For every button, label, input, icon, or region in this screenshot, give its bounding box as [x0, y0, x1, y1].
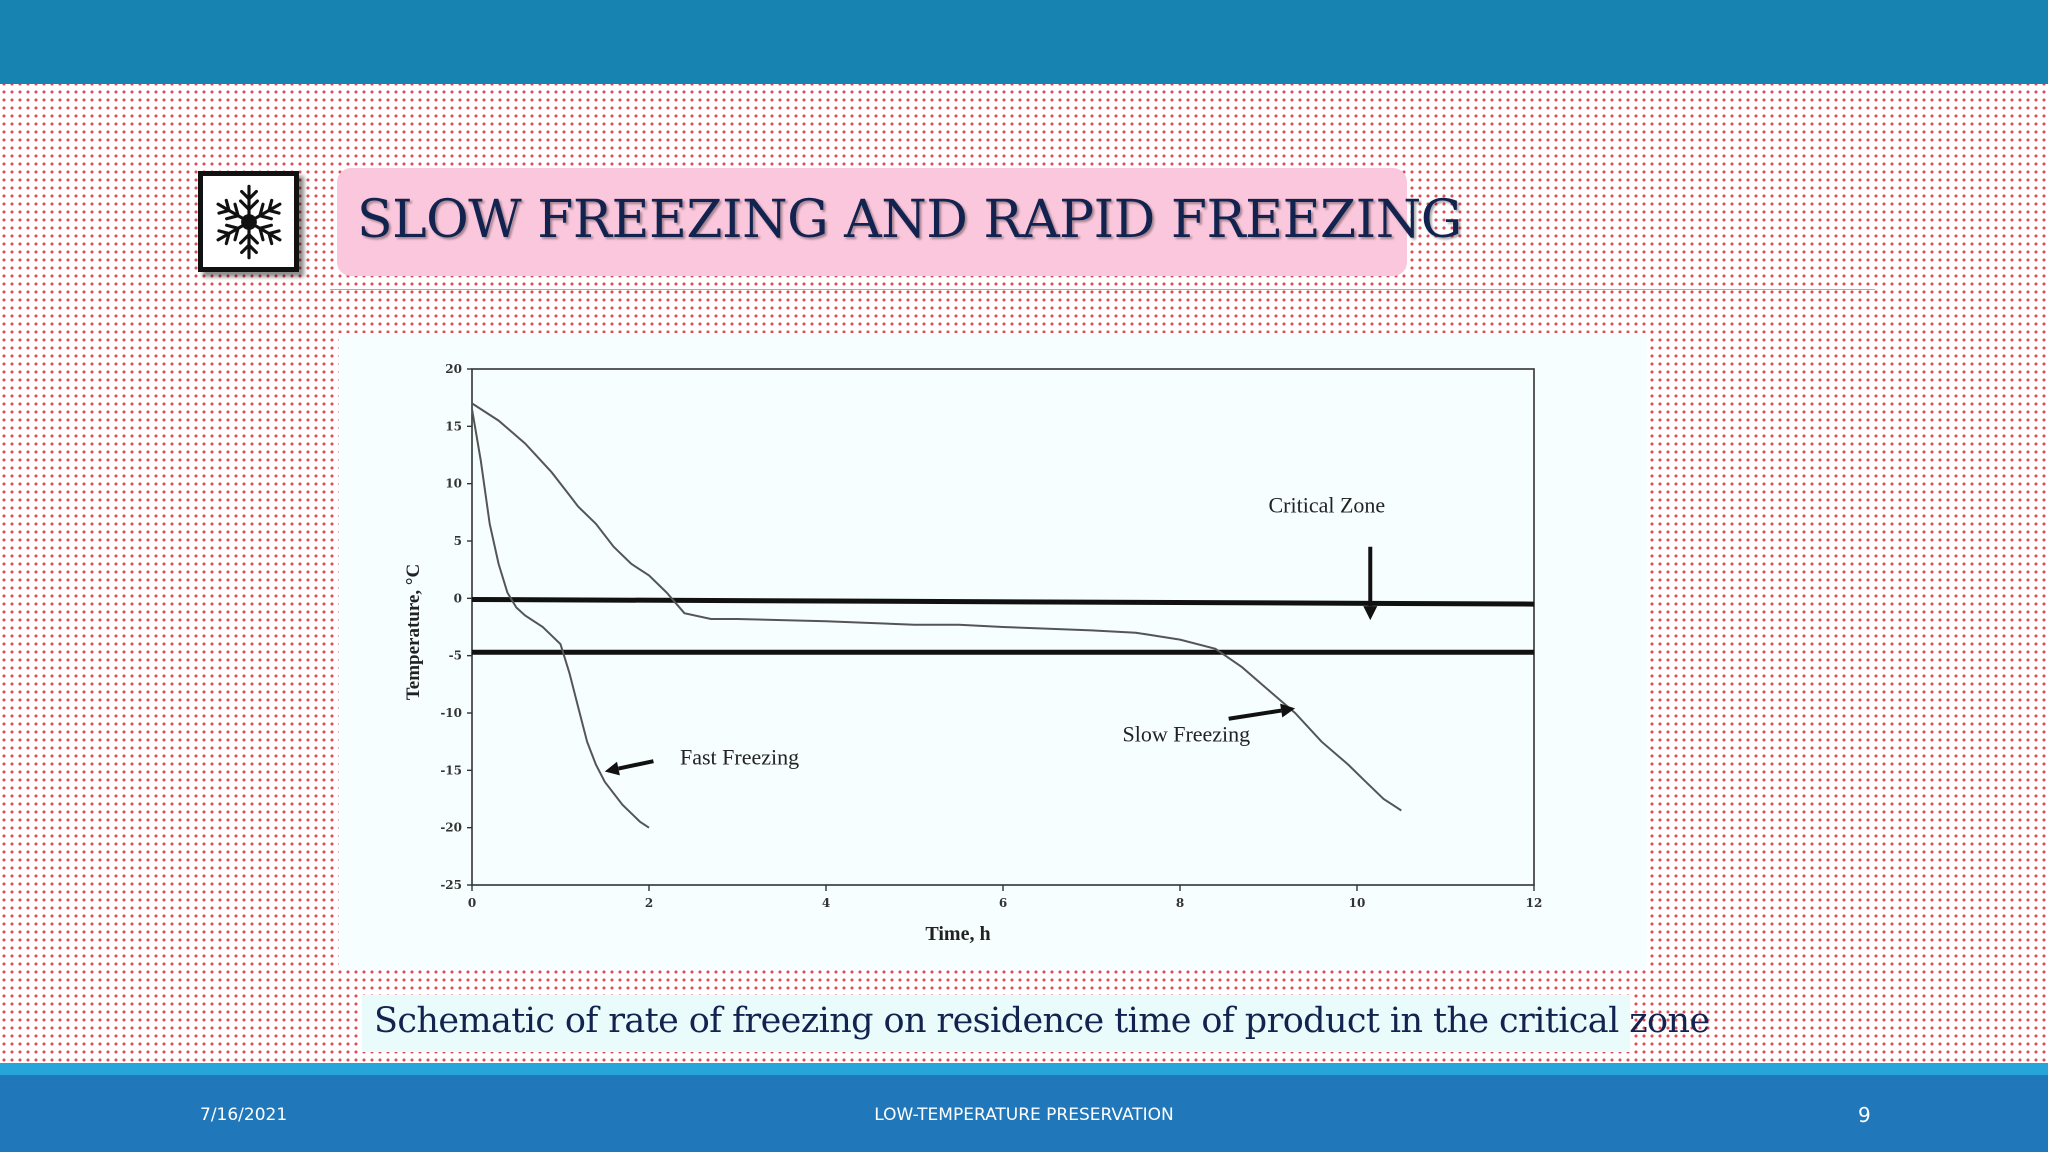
- y-tick-label: 10: [445, 477, 462, 491]
- critical-zone-arrow: [1363, 546, 1378, 621]
- fast-freezing-label: Fast Freezing: [680, 745, 799, 770]
- y-tick-label: 0: [454, 591, 462, 605]
- x-tick-label: 6: [999, 896, 1007, 910]
- title-box: SLOW FREEZING AND RAPID FREEZING: [337, 168, 1462, 276]
- chart-caption: Schematic of rate of freezing on residen…: [374, 1001, 1710, 1041]
- y-tick-label: 5: [454, 534, 462, 548]
- slide-title: SLOW FREEZING AND RAPID FREEZING: [357, 190, 1462, 250]
- series-line-slow-freezing: [471, 402, 1402, 812]
- x-tick-label: 0: [468, 896, 476, 910]
- y-tick-label: -5: [449, 649, 462, 663]
- footer-title: LOW-TEMPERATURE PRESERVATION: [874, 1105, 1174, 1125]
- page-number: 9: [1858, 1103, 1871, 1127]
- y-tick-label: 20: [445, 362, 462, 376]
- footer-date: 7/16/2021: [200, 1105, 288, 1125]
- critical-zone-label: Critical Zone: [1269, 492, 1386, 517]
- y-tick-label: -15: [440, 763, 462, 777]
- slow-freezing-label: Slow Freezing: [1122, 722, 1250, 747]
- slow-freezing-arrow: [1228, 703, 1296, 721]
- snowflake-icon-frame: [198, 171, 299, 272]
- fast-freezing-arrow: [604, 759, 654, 776]
- x-tick-label: 2: [645, 896, 653, 910]
- title-divider: [330, 289, 1875, 290]
- critical-zone-upper-line: [471, 596, 1535, 607]
- y-tick-label: -25: [440, 878, 462, 892]
- x-tick-label: 8: [1176, 896, 1184, 910]
- freezing-chart: 0 2 4 6 8 10 12 20 15 10 5 0 -5 -10 -15 -20 -25 Time, h Te…: [403, 362, 1543, 945]
- snowflake-icon: [211, 184, 286, 259]
- chart-panel: 0 2 4 6 8 10 12 20 15 10 5 0 -5 -10 -15 -20 -25 Time, h Te…: [339, 333, 1647, 970]
- y-tick-label: -10: [440, 706, 462, 720]
- x-axis-label: Time, h: [925, 923, 990, 945]
- x-tick-label: 4: [822, 896, 830, 910]
- y-tick-label: -20: [440, 821, 462, 835]
- y-axis-label: Temperature, °C: [403, 564, 424, 700]
- y-tick-label: 15: [445, 419, 462, 433]
- caption-box: Schematic of rate of freezing on residen…: [362, 995, 1710, 1052]
- x-tick-label: 12: [1526, 896, 1543, 910]
- x-tick-label: 10: [1349, 896, 1366, 910]
- series-line-fast-freezing: [471, 408, 650, 829]
- top-bar: [0, 0, 2048, 84]
- footer-accent-line: [0, 1063, 2048, 1075]
- footer: 7/16/2021 LOW-TEMPERATURE PRESERVATION 9: [0, 1075, 2048, 1152]
